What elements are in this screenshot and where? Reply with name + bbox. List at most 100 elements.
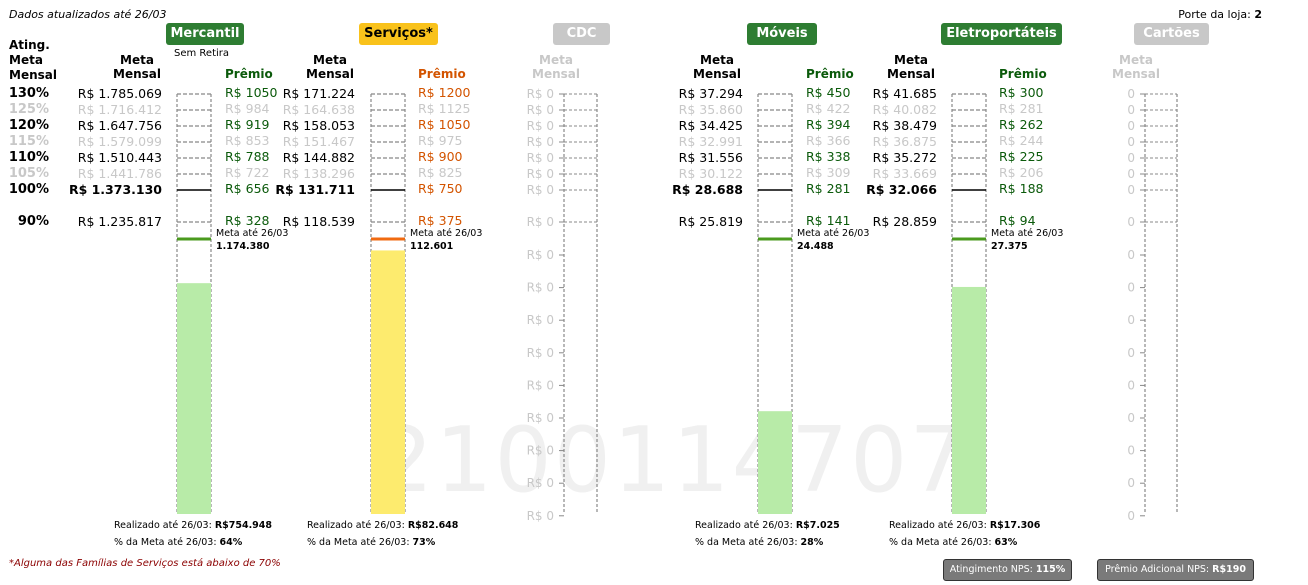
meta-header: Meta Mensal xyxy=(532,53,580,81)
family-pill: CDC xyxy=(553,23,610,45)
premio-header: Prêmio xyxy=(418,67,466,81)
premio-value: R$ 1200 xyxy=(418,85,471,100)
premio-value: R$ 281 xyxy=(806,181,851,196)
meta-value: R$ 32.066 xyxy=(866,182,937,197)
meta-value: R$ 34.425 xyxy=(678,118,743,133)
premio-value: R$ 375 xyxy=(418,213,463,228)
family-subtitle: Sem Retira xyxy=(174,48,230,59)
premio-value: R$ 656 xyxy=(225,181,270,196)
family-pill: Eletroportáteis xyxy=(941,23,1062,45)
axis-tick-label: 0 xyxy=(1127,183,1135,197)
meta-value: R$ 1.373.130 xyxy=(68,182,162,197)
premio-value: R$ 825 xyxy=(418,165,463,180)
premio-value: R$ 281 xyxy=(999,101,1044,116)
family-pill: Serviços* xyxy=(359,23,438,45)
axis-tick-label: 0 xyxy=(1127,281,1135,295)
meta-value: R$ 31.556 xyxy=(678,150,743,165)
realizado-value: R$82.648 xyxy=(407,520,459,531)
axis-tick-label: R$ 0 xyxy=(527,346,554,360)
meta-value: R$ 28.688 xyxy=(672,182,743,197)
premio-value: R$ 919 xyxy=(225,117,270,132)
meta-value: R$ 35.860 xyxy=(678,102,743,117)
axis-tick-label: 0 xyxy=(1127,215,1135,229)
meta-value: R$ 1.647.756 xyxy=(77,118,162,133)
premio-header: Prêmio xyxy=(225,67,273,81)
family-pill: Móveis xyxy=(747,23,817,45)
pct-meta: % da Meta até 26/03: 64% xyxy=(114,537,242,548)
premio-value: R$ 328 xyxy=(225,213,270,228)
meta-value: R$ 138.296 xyxy=(282,166,355,181)
realizado: Realizado até 26/03: R$754.948 xyxy=(114,520,272,531)
axis-tick-label: R$ 0 xyxy=(527,151,554,165)
meta-value: R$ 158.053 xyxy=(282,118,355,133)
realizado-value: R$17.306 xyxy=(989,520,1041,531)
meta-ate-label: Meta até 26/03 xyxy=(410,228,483,239)
meta-value: R$ 118.539 xyxy=(282,214,355,229)
meta-value: R$ 1.441.786 xyxy=(77,166,162,181)
meta-header: Meta Mensal xyxy=(887,53,935,81)
updated-date: Dados atualizados até 26/03 xyxy=(9,8,167,21)
meta-value: R$ 37.294 xyxy=(678,86,743,101)
premio-value: R$ 188 xyxy=(999,181,1044,196)
premio-value: R$ 750 xyxy=(418,181,463,196)
atingimento-header: Ating. Meta Mensal xyxy=(9,38,57,82)
axis-tick-label: R$ 0 xyxy=(527,313,554,327)
nps-attainment-value: 115% xyxy=(1035,564,1066,575)
pct-meta-label: % da Meta até 26/03: xyxy=(114,537,220,548)
pct-meta-value: 73% xyxy=(412,537,436,548)
realizado-label: Realizado até 26/03: xyxy=(695,520,796,531)
axis-tick-label: 0 xyxy=(1127,476,1135,490)
meta-value: R$ 35.272 xyxy=(872,150,937,165)
premio-value: R$ 141 xyxy=(806,213,851,228)
premio-value: R$ 975 xyxy=(418,133,463,148)
axis-tick-label: R$ 0 xyxy=(527,103,554,117)
meta-value: R$ 40.082 xyxy=(872,102,937,117)
axis-tick-label: 0 xyxy=(1127,411,1135,425)
meta-value: R$ 144.882 xyxy=(282,150,355,165)
pct-meta-value: 28% xyxy=(800,537,824,548)
meta-header: Meta Mensal xyxy=(306,53,354,81)
footnote: *Alguma das Famílias de Serviços está ab… xyxy=(9,558,281,569)
level-label: 90% xyxy=(17,214,49,229)
meta-ate-label: Meta até 26/03 xyxy=(216,228,289,239)
axis-tick-label: 0 xyxy=(1127,444,1135,458)
axis-tick-label: 0 xyxy=(1127,167,1135,181)
premio-value: R$ 1050 xyxy=(225,85,278,100)
meta-value: R$ 38.479 xyxy=(872,118,937,133)
meta-header: Meta Mensal xyxy=(113,53,161,81)
meta-value: R$ 171.224 xyxy=(282,86,355,101)
meta-ate-value: 27.375 xyxy=(991,241,1028,252)
premio-value: R$ 984 xyxy=(225,101,270,116)
meta-value: R$ 33.669 xyxy=(872,166,937,181)
meta-value: R$ 1.510.443 xyxy=(77,150,162,165)
axis-tick-label: R$ 0 xyxy=(527,87,554,101)
pct-meta-value: 64% xyxy=(219,537,243,548)
watermark: 2100114707 xyxy=(376,408,969,513)
meta-value: R$ 32.991 xyxy=(678,134,743,149)
meta-value: R$ 36.875 xyxy=(872,134,937,149)
premio-value: R$ 1050 xyxy=(418,117,471,132)
axis-tick-label: R$ 0 xyxy=(527,119,554,133)
premio-value: R$ 366 xyxy=(806,133,851,148)
meta-value: R$ 41.685 xyxy=(872,86,937,101)
meta-ate-value: 1.174.380 xyxy=(216,241,270,252)
axis-tick-label: R$ 0 xyxy=(527,215,554,229)
meta-value: R$ 1.579.099 xyxy=(77,134,162,149)
level-label: 130% xyxy=(8,86,49,101)
store-size-value: 2 xyxy=(1254,8,1262,21)
nps-attainment-badge: Atingimento NPS: 115% xyxy=(943,559,1072,581)
axis-tick-label: R$ 0 xyxy=(527,248,554,262)
pct-meta: % da Meta até 26/03: 63% xyxy=(889,537,1017,548)
axis-tick-label: 0 xyxy=(1127,509,1135,523)
meta-ate-value: 112.601 xyxy=(410,241,454,252)
premio-value: R$ 94 xyxy=(999,213,1036,228)
realizado-value: R$7.025 xyxy=(795,520,840,531)
pct-meta-value: 63% xyxy=(994,537,1018,548)
level-label: 100% xyxy=(8,182,49,197)
axis-tick-label: 0 xyxy=(1127,151,1135,165)
level-label: 120% xyxy=(8,118,49,133)
axis-tick-label: 0 xyxy=(1127,346,1135,360)
premio-value: R$ 309 xyxy=(806,165,851,180)
progress-bar xyxy=(177,283,211,514)
